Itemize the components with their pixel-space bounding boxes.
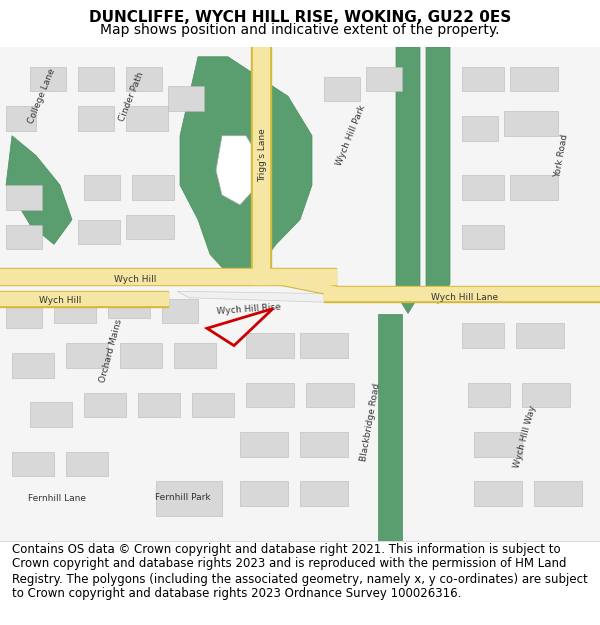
Polygon shape (510, 175, 558, 200)
Bar (0, 291, 168, 307)
Polygon shape (132, 175, 174, 200)
Text: College Lane: College Lane (27, 68, 57, 125)
Polygon shape (246, 382, 294, 408)
Polygon shape (468, 382, 510, 408)
Polygon shape (6, 106, 36, 131)
Polygon shape (174, 343, 216, 367)
Text: Fernhill Park: Fernhill Park (155, 492, 211, 502)
Polygon shape (108, 294, 150, 318)
Polygon shape (30, 67, 66, 91)
Polygon shape (474, 481, 522, 506)
Polygon shape (534, 481, 582, 506)
Polygon shape (474, 432, 522, 457)
Polygon shape (462, 175, 504, 200)
Polygon shape (138, 392, 180, 418)
Polygon shape (78, 67, 114, 91)
Polygon shape (84, 392, 126, 418)
Polygon shape (192, 392, 234, 418)
Polygon shape (126, 106, 168, 131)
Text: Trigg's Lane: Trigg's Lane (258, 129, 266, 182)
Polygon shape (162, 299, 198, 323)
Polygon shape (516, 323, 564, 348)
Polygon shape (120, 343, 162, 367)
Polygon shape (180, 57, 312, 274)
Polygon shape (126, 215, 174, 239)
Text: Contains OS data © Crown copyright and database right 2021. This information is : Contains OS data © Crown copyright and d… (12, 542, 588, 601)
Polygon shape (300, 333, 348, 358)
Polygon shape (177, 291, 336, 302)
Polygon shape (66, 343, 108, 367)
Bar (324, 288, 600, 300)
Polygon shape (240, 432, 288, 457)
Text: Cinder Path: Cinder Path (118, 70, 146, 122)
Polygon shape (366, 67, 402, 91)
Text: Map shows position and indicative extent of the property.: Map shows position and indicative extent… (100, 22, 500, 36)
Bar (253, 47, 269, 284)
Polygon shape (78, 106, 114, 131)
Polygon shape (249, 271, 348, 299)
Polygon shape (246, 333, 294, 358)
Text: Fernhill Lane: Fernhill Lane (28, 494, 86, 503)
Text: Wych Hill Lane: Wych Hill Lane (431, 293, 499, 302)
Polygon shape (216, 136, 258, 205)
Text: Orchard Mains: Orchard Mains (98, 318, 124, 383)
Polygon shape (462, 323, 504, 348)
Polygon shape (6, 224, 42, 249)
Polygon shape (300, 432, 348, 457)
Text: Wych Hill Way: Wych Hill Way (512, 404, 538, 469)
Polygon shape (462, 116, 498, 141)
Polygon shape (378, 314, 402, 541)
Polygon shape (462, 67, 504, 91)
Text: Wych Hill Park: Wych Hill Park (335, 104, 367, 168)
Polygon shape (522, 382, 570, 408)
Text: Wych Hill Rise: Wych Hill Rise (217, 303, 281, 316)
Polygon shape (240, 481, 288, 506)
Polygon shape (6, 304, 42, 328)
Bar (0, 269, 336, 284)
Polygon shape (504, 111, 558, 136)
Polygon shape (462, 224, 504, 249)
Polygon shape (6, 136, 72, 244)
Polygon shape (6, 185, 42, 210)
Polygon shape (126, 67, 162, 91)
Polygon shape (84, 175, 120, 200)
Bar (251, 47, 271, 284)
Polygon shape (30, 402, 72, 427)
Text: Wych Hill: Wych Hill (114, 276, 156, 284)
Text: Blackbridge Road: Blackbridge Road (359, 382, 382, 462)
Polygon shape (300, 481, 348, 506)
Polygon shape (54, 299, 96, 323)
Polygon shape (396, 47, 420, 314)
Bar (324, 286, 600, 302)
Bar (0, 292, 168, 305)
Polygon shape (306, 382, 354, 408)
Polygon shape (510, 67, 558, 91)
Polygon shape (168, 86, 204, 111)
Polygon shape (156, 481, 222, 516)
Polygon shape (78, 219, 120, 244)
Polygon shape (426, 47, 450, 304)
Polygon shape (324, 76, 360, 101)
Text: York Road: York Road (553, 133, 569, 178)
Polygon shape (12, 353, 54, 377)
Polygon shape (66, 452, 108, 476)
Text: DUNCLIFFE, WYCH HILL RISE, WOKING, GU22 0ES: DUNCLIFFE, WYCH HILL RISE, WOKING, GU22 … (89, 10, 511, 25)
Bar (0, 268, 336, 286)
Polygon shape (12, 452, 54, 476)
Text: Wych Hill: Wych Hill (39, 296, 81, 304)
